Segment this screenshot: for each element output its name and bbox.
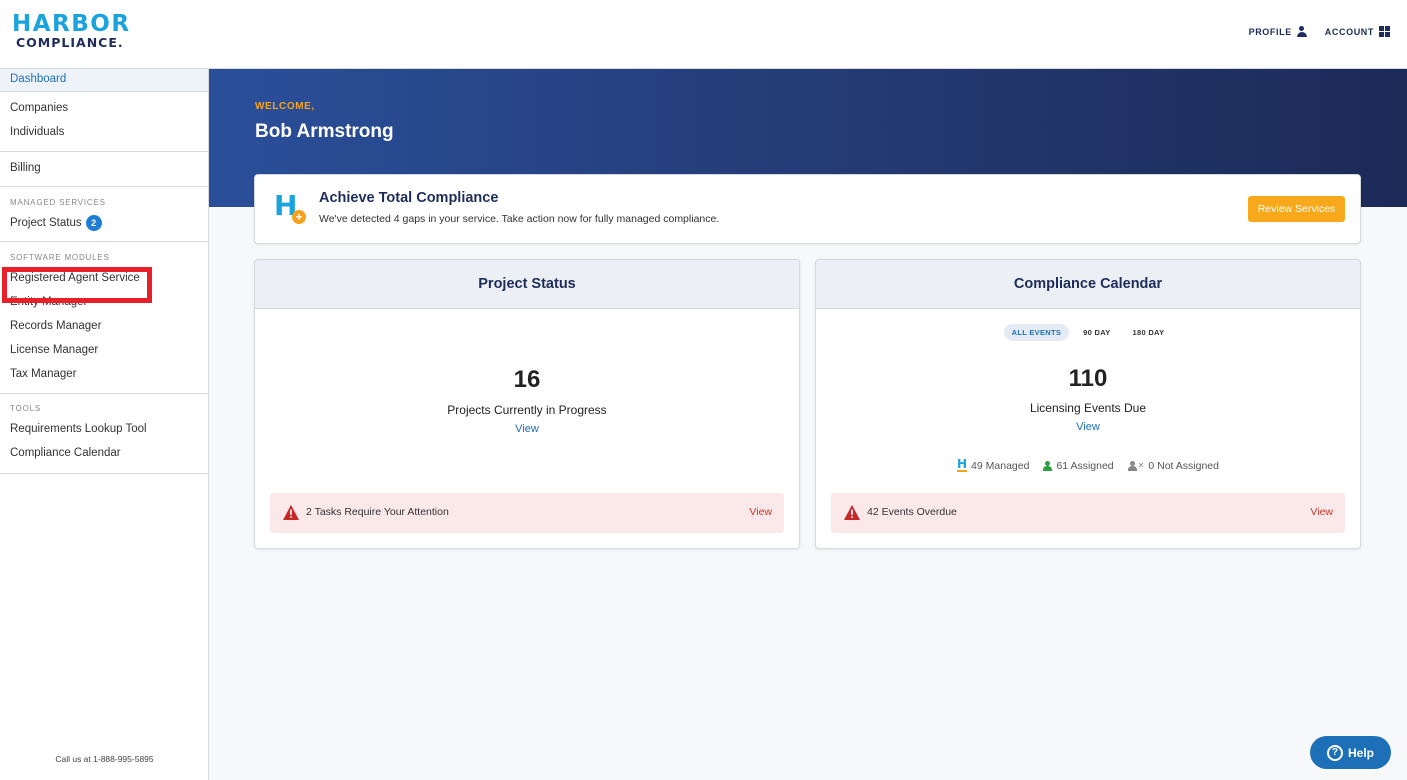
projects-view-link[interactable]: View xyxy=(515,423,539,435)
software-modules-heading: SOFTWARE MODULES xyxy=(10,253,110,262)
sidebar-item-dashboard[interactable]: Dashboard xyxy=(0,69,208,92)
x-icon: ✕ xyxy=(1137,461,1145,470)
sidebar-item-requirements-lookup[interactable]: Requirements Lookup Tool xyxy=(10,423,147,435)
unassigned-person-icon xyxy=(1127,460,1137,471)
grid-icon xyxy=(1379,26,1391,37)
help-button[interactable]: ? Help xyxy=(1310,736,1391,769)
sidebar-divider xyxy=(0,393,208,394)
profile-label: PROFILE xyxy=(1248,26,1292,37)
compliance-calendar-title: Compliance Calendar xyxy=(816,260,1360,309)
not-assigned-text: 0 Not Assigned xyxy=(1148,459,1219,472)
project-status-label: Project Status xyxy=(10,217,82,229)
harbor-h-icon: H xyxy=(957,457,968,472)
plus-icon: + xyxy=(292,210,306,224)
project-status-card: Project Status 16 Projects Currently in … xyxy=(254,259,800,549)
tasks-alert-view-link[interactable]: View xyxy=(749,506,772,518)
question-icon: ? xyxy=(1326,744,1343,761)
tasks-alert: 2 Tasks Require Your Attention View xyxy=(270,493,784,533)
help-label: Help xyxy=(1347,745,1374,760)
top-header: HARBOR COMPLIANCE. PROFILE ACCOUNT xyxy=(0,0,1407,69)
top-nav: PROFILE ACCOUNT xyxy=(1249,26,1391,37)
filter-all-events[interactable]: ALL EVENTS xyxy=(1003,324,1070,341)
assigned-stat: 61 Assigned xyxy=(1043,459,1114,472)
sidebar-divider xyxy=(0,186,208,187)
overdue-alert-text: 42 Events Overdue xyxy=(867,506,957,518)
managed-text: 49 Managed xyxy=(971,459,1030,472)
sidebar-divider xyxy=(0,473,208,474)
sidebar-item-compliance-calendar[interactable]: Compliance Calendar xyxy=(10,447,121,459)
not-assigned-stat: ✕ 0 Not Assigned xyxy=(1127,459,1219,472)
sidebar-item-project-status[interactable]: Project Status 2 xyxy=(0,211,208,235)
warning-icon xyxy=(283,505,299,520)
tools-heading: TOOLS xyxy=(10,404,41,413)
compliance-calendar-card: Compliance Calendar ALL EVENTS 90 DAY 18… xyxy=(815,259,1361,549)
project-status-title: Project Status xyxy=(255,260,799,309)
harbor-h-plus-icon: H + xyxy=(274,191,306,227)
assignment-stats: H 49 Managed 61 Assigned ✕ 0 Not Assigne… xyxy=(816,457,1360,472)
events-view-link[interactable]: View xyxy=(1076,421,1100,433)
projects-count: 16 xyxy=(513,366,541,393)
sidebar-item-companies[interactable]: Companies xyxy=(10,102,69,114)
assigned-person-icon xyxy=(1043,460,1053,471)
sidebar-divider xyxy=(0,241,208,242)
person-icon xyxy=(1296,26,1307,37)
sidebar-item-license-manager[interactable]: License Manager xyxy=(10,344,99,356)
h-letter: H xyxy=(274,189,298,222)
tasks-alert-text: 2 Tasks Require Your Attention xyxy=(306,506,449,518)
filter-180-day[interactable]: 180 DAY xyxy=(1132,328,1165,337)
project-status-badge: 2 xyxy=(85,214,102,231)
sidebar-divider xyxy=(0,151,208,156)
assigned-text: 61 Assigned xyxy=(1056,459,1114,472)
events-label: Licensing Events Due xyxy=(1029,401,1147,415)
warning-icon xyxy=(844,505,860,520)
sidebar-item-registered-agent[interactable]: Registered Agent Service xyxy=(10,272,140,284)
harbor-compliance-logo[interactable]: HARBOR COMPLIANCE. xyxy=(12,12,132,56)
banner-title: Achieve Total Compliance xyxy=(319,190,499,206)
event-filters: ALL EVENTS 90 DAY 180 DAY xyxy=(816,324,1360,341)
account-label: ACCOUNT xyxy=(1324,26,1374,37)
logo-line2: COMPLIANCE. xyxy=(16,35,124,50)
sidebar-item-records-manager[interactable]: Records Manager xyxy=(10,320,102,332)
profile-link[interactable]: PROFILE xyxy=(1249,26,1307,37)
overdue-alert-view-link[interactable]: View xyxy=(1310,506,1333,518)
filter-90-day[interactable]: 90 DAY xyxy=(1083,328,1111,337)
main-content: WELCOME, Bob Armstrong H + Achieve Total… xyxy=(209,69,1407,780)
sidebar: Dashboard Companies Individuals Billing … xyxy=(0,69,209,780)
review-services-button[interactable]: Review Services xyxy=(1248,196,1345,222)
sidebar-item-entity-manager[interactable]: Entity Manager xyxy=(10,296,88,308)
user-name: Bob Armstrong xyxy=(255,121,394,142)
projects-label: Projects Currently in Progress xyxy=(447,403,607,417)
banner-text: We've detected 4 gaps in your service. T… xyxy=(319,213,720,225)
managed-stat: H 49 Managed xyxy=(957,457,1030,472)
managed-services-heading: MANAGED SERVICES xyxy=(10,198,106,207)
account-link[interactable]: ACCOUNT xyxy=(1325,26,1391,37)
compliance-banner: H + Achieve Total Compliance We've detec… xyxy=(254,174,1361,244)
logo-line1: HARBOR xyxy=(12,11,131,37)
welcome-label: WELCOME, xyxy=(255,101,315,112)
overdue-alert: 42 Events Overdue View xyxy=(831,493,1345,533)
support-phone: Call us at 1-888-995-5895 xyxy=(55,754,154,764)
events-count: 110 xyxy=(1068,365,1108,392)
sidebar-item-tax-manager[interactable]: Tax Manager xyxy=(10,368,77,380)
sidebar-item-individuals[interactable]: Individuals xyxy=(10,126,65,138)
sidebar-item-billing[interactable]: Billing xyxy=(10,162,41,174)
